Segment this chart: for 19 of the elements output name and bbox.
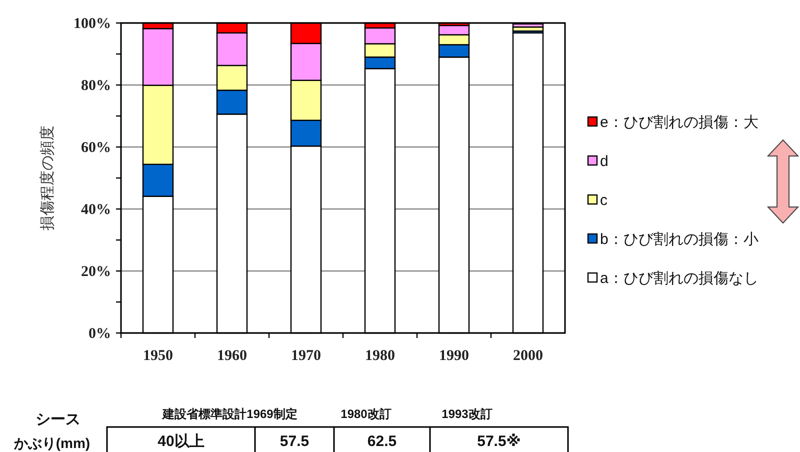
x-tick-label: 1950 <box>143 348 173 364</box>
y-axis-title: 損傷程度の頻度 <box>39 126 56 230</box>
legend-label: b：ひび割れの損傷：小 <box>600 231 758 248</box>
x-tick-label: 1970 <box>291 348 321 364</box>
y-tick-label: 80% <box>81 78 111 94</box>
legend-label: a：ひび割れの損傷なし <box>600 270 758 287</box>
y-tick-label: 60% <box>81 140 111 156</box>
x-tick-label: 1960 <box>217 348 247 364</box>
table: シース かぶり(mm) 建設省標準設計1969制定 1980改訂 1993改訂 40以上 57.5 62.5 57.5※ <box>14 407 569 452</box>
legend-label: c <box>600 192 608 209</box>
x-tick-label: 2000 <box>513 348 543 364</box>
y-tick-label: 0% <box>88 326 111 342</box>
legend-label: d <box>600 153 608 170</box>
x-tick-label: 1980 <box>365 348 395 364</box>
y-tick-label: 20% <box>81 264 111 280</box>
y-tick-label: 40% <box>81 202 111 218</box>
x-tick-label: 1990 <box>439 348 469 364</box>
y-tick-label: 100% <box>74 16 111 32</box>
legend-label: e：ひび割れの損傷：大 <box>600 114 758 131</box>
